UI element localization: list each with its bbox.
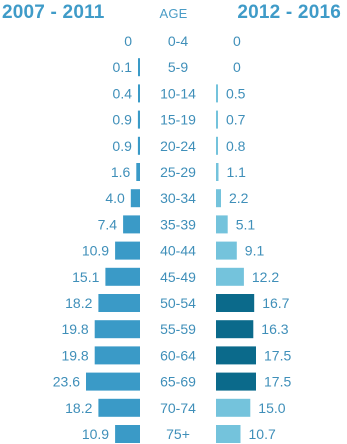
left-bar-20-24	[137, 136, 140, 155]
age-label: 25-29	[160, 164, 196, 180]
left-bar-25-29	[136, 163, 140, 181]
left-bar-30-34	[130, 189, 140, 208]
left-bar-40-44	[115, 241, 140, 260]
age-label: 35-39	[160, 216, 196, 232]
right-value-label: 10.7	[249, 426, 276, 442]
left-value-label: 7.4	[98, 216, 118, 232]
left-value-label: 0.9	[112, 138, 132, 154]
right-value-label: 0.5	[226, 85, 246, 101]
right-bar-75+	[216, 425, 241, 443]
right-bar-25-29	[216, 163, 219, 181]
age-label: 15-19	[160, 112, 196, 128]
right-bar-15-19	[216, 110, 218, 129]
right-value-label: 2.2	[229, 190, 249, 206]
right-bar-70-74	[216, 398, 251, 417]
age-label: 10-14	[160, 85, 196, 101]
left-bar-75+	[115, 425, 140, 443]
right-bar-65-69	[216, 372, 256, 391]
left-value-label: 10.9	[82, 243, 109, 259]
left-bar-45-49	[105, 267, 140, 286]
right-value-label: 9.1	[245, 243, 265, 259]
right-bar-10-14	[216, 84, 218, 103]
age-label: 65-69	[160, 374, 196, 390]
left-value-label: 10.9	[82, 426, 109, 442]
right-bar-40-44	[216, 241, 237, 260]
left-bar-50-54	[98, 294, 140, 312]
right-period-title: 2012 - 2016	[237, 2, 341, 23]
right-value-label: 17.5	[264, 347, 291, 363]
left-value-label: 18.2	[65, 295, 92, 311]
left-bar-10-14	[138, 84, 140, 103]
right-value-label: 17.5	[264, 374, 291, 390]
right-bar-45-49	[216, 267, 244, 286]
left-value-label: 0.4	[113, 85, 133, 101]
right-bar-35-39	[216, 215, 228, 234]
left-value-label: 0	[124, 33, 132, 49]
right-value-label: 0.7	[226, 112, 246, 128]
left-bar-65-69	[86, 372, 140, 391]
right-bar-60-64	[216, 346, 256, 365]
right-value-label: 1.1	[227, 164, 247, 180]
age-label: 75+	[166, 426, 190, 442]
left-value-label: 23.6	[53, 374, 80, 390]
left-bar-35-39	[123, 215, 140, 234]
left-bar-70-74	[98, 398, 140, 417]
age-label: 60-64	[160, 347, 196, 363]
age-label: 70-74	[160, 400, 196, 416]
right-bar-50-54	[216, 294, 255, 312]
right-value-label: 5.1	[236, 216, 256, 232]
right-bar-20-24	[216, 136, 218, 155]
left-value-label: 4.0	[105, 190, 125, 206]
age-label: 30-34	[160, 190, 196, 206]
left-value-label: 0.1	[113, 59, 133, 75]
age-label: 0-4	[168, 33, 188, 49]
right-bar-30-34	[216, 189, 221, 208]
right-value-label: 16.7	[262, 295, 289, 311]
age-label: 45-49	[160, 269, 196, 285]
left-bar-60-64	[94, 346, 140, 365]
age-label: 50-54	[160, 295, 196, 311]
right-bar-55-59	[216, 320, 254, 339]
left-value-label: 18.2	[65, 400, 92, 416]
right-value-label: 15.0	[258, 400, 285, 416]
left-bar-5-9	[138, 58, 140, 77]
left-period-title: 2007 - 2011	[2, 2, 105, 23]
left-value-label: 1.6	[111, 164, 131, 180]
age-label: 55-59	[160, 321, 196, 337]
right-value-label: 0	[233, 33, 241, 49]
left-value-label: 19.8	[61, 347, 88, 363]
left-value-label: 15.1	[72, 269, 99, 285]
age-label: 5-9	[168, 59, 188, 75]
left-bar-15-19	[137, 110, 140, 129]
right-value-label: 16.3	[261, 321, 288, 337]
left-value-label: 19.8	[61, 321, 88, 337]
age-label: 40-44	[160, 243, 196, 259]
left-bar-55-59	[94, 320, 140, 339]
right-value-label: 12.2	[252, 269, 279, 285]
left-value-label: 0.9	[112, 112, 132, 128]
right-value-label: 0.8	[226, 138, 246, 154]
age-label: 20-24	[160, 138, 196, 154]
age-axis-title: AGE	[159, 6, 188, 21]
right-value-label: 0	[233, 59, 241, 75]
